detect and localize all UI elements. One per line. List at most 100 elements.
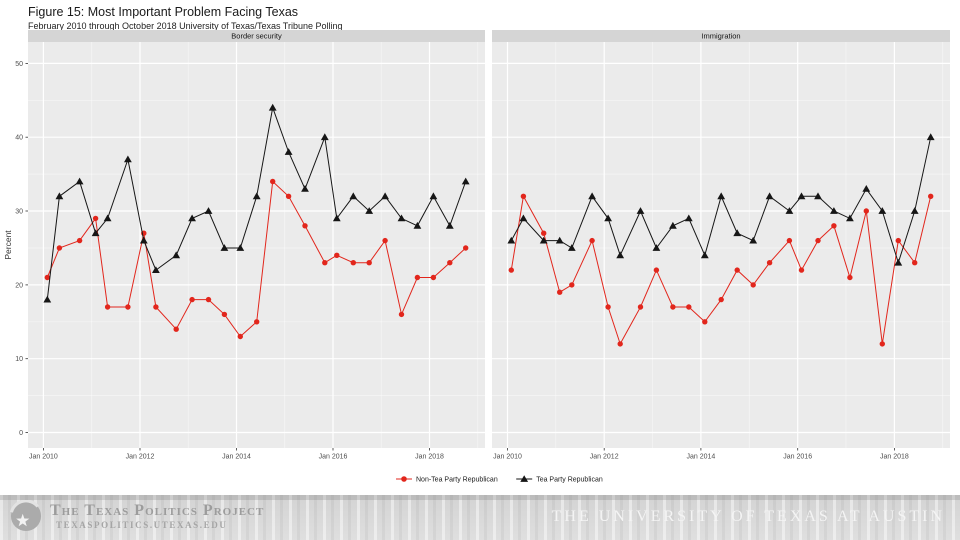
texas-politics-project-logo-icon (10, 500, 42, 532)
data-point-non-tea-party-republican (153, 304, 159, 310)
data-point-non-tea-party-republican (541, 230, 547, 236)
data-point-tea-party-republican (765, 192, 774, 200)
data-point-tea-party-republican (894, 258, 903, 266)
logo-circle (10, 500, 42, 532)
data-point-tea-party-republican (268, 103, 277, 111)
data-point-non-tea-party-republican (912, 260, 918, 266)
facet-strip-label: Border security (231, 32, 282, 41)
data-point-tea-party-republican (733, 229, 742, 237)
data-point-non-tea-party-republican (382, 237, 388, 244)
data-point-tea-party-republican (103, 214, 112, 222)
facet-strip (28, 30, 485, 42)
data-point-tea-party-republican (365, 207, 374, 214)
data-point-tea-party-republican (284, 148, 293, 155)
university-wordmark: THE UNIVERSITY OF TEXAS AT AUSTIN (551, 508, 945, 525)
data-point-tea-party-republican (926, 133, 935, 141)
panel-border-security: Border security Jan 2010 Jan 2012 Jan 2014 J… (28, 30, 485, 461)
data-point-non-tea-party-republican (815, 237, 821, 244)
project-text-block: The Texas Politics Project TEXASPOLITICS… (50, 502, 264, 530)
data-point-non-tea-party-republican (879, 341, 885, 347)
data-point-non-tea-party-republican (928, 193, 934, 199)
data-point-non-tea-party-republican (766, 260, 773, 266)
data-point-tea-party-republican (252, 192, 261, 200)
x-tick-label: Jan 2018 (880, 454, 909, 461)
panel-immigration: Immigration Jan 2010 Jan 2012 Jan 2014 Jan 2… (492, 30, 950, 461)
data-point-tea-party-republican (700, 251, 709, 259)
data-point-non-tea-party-republican (617, 341, 623, 347)
data-point-non-tea-party-republican (322, 260, 328, 266)
data-point-non-tea-party-republican (831, 223, 837, 229)
data-point-tea-party-republican (91, 229, 100, 237)
data-point-non-tea-party-republican (750, 282, 756, 288)
data-point-non-tea-party-republican (237, 333, 243, 340)
footer-banner: The Texas Politics Project TEXASPOLITICS… (0, 495, 960, 540)
data-point-tea-party-republican (172, 251, 181, 259)
legend-key-marker-tea-party-republican (520, 475, 529, 482)
texas-politics-project-brand: The Texas Politics Project TEXASPOLITICS… (10, 500, 264, 532)
data-point-non-tea-party-republican (254, 319, 260, 325)
data-point-tea-party-republican (236, 244, 245, 251)
data-point-tea-party-republican (429, 192, 438, 200)
data-point-non-tea-party-republican (430, 274, 437, 281)
data-point-tea-party-republican (862, 185, 871, 192)
data-point-non-tea-party-republican (285, 193, 292, 199)
legend-label-non-tea-party-republican: Non-Tea Party Republican (416, 476, 498, 483)
figure-subtitle: February 2010 through October 2018 Unive… (28, 21, 343, 31)
x-tick-label: Jan 2012 (126, 454, 155, 461)
data-point-tea-party-republican (55, 192, 64, 200)
y-tick-label: 10 (15, 356, 23, 363)
legend-label-tea-party-republican: Tea Party Republican (536, 476, 603, 483)
data-point-non-tea-party-republican (350, 260, 356, 266)
data-point-non-tea-party-republican (76, 237, 83, 244)
data-point-tea-party-republican (445, 221, 454, 229)
data-point-tea-party-republican (717, 192, 726, 200)
project-title: The Texas Politics Project (50, 502, 265, 519)
data-point-non-tea-party-republican (44, 274, 50, 281)
legend: Non-Tea Party Republican Tea Party Republ… (396, 475, 603, 483)
data-point-non-tea-party-republican (520, 193, 527, 199)
data-point-non-tea-party-republican (463, 245, 469, 251)
data-point-tea-party-republican (555, 236, 564, 244)
project-url: TEXASPOLITICS.UTEXAS.EDU (56, 520, 228, 530)
facet-strip (492, 30, 950, 42)
data-point-non-tea-party-republican (92, 215, 99, 222)
data-point-non-tea-party-republican (718, 296, 724, 303)
data-point-tea-party-republican (124, 155, 132, 163)
x-tick-label: Jan 2016 (783, 454, 812, 461)
data-point-non-tea-party-republican (670, 304, 676, 310)
data-point-non-tea-party-republican (125, 304, 131, 310)
facet-strip-label: Immigration (701, 32, 740, 41)
x-tick-label: Jan 2012 (590, 454, 619, 461)
data-point-tea-party-republican (461, 177, 470, 185)
data-point-tea-party-republican (507, 236, 516, 244)
data-point-non-tea-party-republican (569, 282, 575, 288)
data-point-tea-party-republican (749, 236, 758, 244)
y-tick-label: 50 (15, 61, 23, 68)
data-point-tea-party-republican (152, 266, 160, 273)
data-point-non-tea-party-republican (653, 267, 660, 273)
legend-key-marker-non-tea-party-republican (401, 476, 407, 482)
logo-star-icon (16, 513, 30, 527)
data-point-non-tea-party-republican (637, 304, 644, 310)
data-point-non-tea-party-republican (398, 311, 405, 318)
logo-crescent (10, 500, 39, 513)
data-point-non-tea-party-republican (366, 260, 372, 266)
faceted-line-chart: Border security Jan 2010 Jan 2012 Jan 2014 J… (3, 30, 950, 483)
data-point-tea-party-republican (413, 221, 422, 229)
data-point-tea-party-republican (320, 133, 329, 141)
data-point-tea-party-republican (188, 214, 196, 222)
data-point-non-tea-party-republican (302, 223, 308, 229)
data-point-tea-party-republican (846, 214, 854, 222)
data-point-tea-party-republican (349, 192, 358, 200)
data-point-tea-party-republican (684, 214, 693, 222)
data-point-non-tea-party-republican (104, 304, 111, 310)
x-tick-label: Jan 2014 (686, 454, 715, 461)
x-tick-label: Jan 2010 (29, 454, 58, 461)
y-tick-label: 40 (15, 135, 23, 142)
data-point-non-tea-party-republican (686, 304, 692, 310)
x-tick-label: Jan 2010 (493, 454, 522, 461)
data-point-tea-party-republican (301, 185, 309, 192)
data-point-tea-party-republican (381, 192, 389, 200)
data-point-non-tea-party-republican (270, 178, 276, 185)
y-tick-label: 30 (15, 208, 23, 215)
